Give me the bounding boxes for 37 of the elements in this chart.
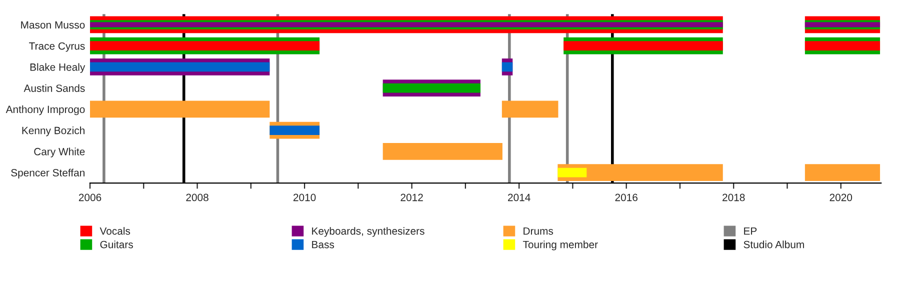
bar	[804, 164, 880, 181]
x-tick-label: 2006	[78, 194, 102, 202]
x-tick-label: 2008	[186, 194, 208, 202]
legend-label: Guitars	[100, 240, 133, 248]
bar	[90, 41, 320, 50]
bar	[804, 41, 880, 50]
bar	[558, 164, 723, 181]
bar	[90, 100, 270, 118]
x-tick-label: 2020	[830, 194, 852, 202]
legend-label: EP	[744, 227, 757, 235]
y-tick-label: Cary White	[34, 148, 85, 158]
bar	[564, 41, 723, 50]
legend-label: Touring member	[522, 240, 598, 250]
y-tick-label: Spencer Steffan	[11, 168, 84, 178]
legend-label: Drums	[524, 227, 554, 235]
bar	[502, 100, 558, 118]
x-tick-label: 2012	[400, 194, 423, 202]
legend-label: Studio Album	[744, 240, 804, 248]
x-tick-label: 2018	[722, 194, 745, 202]
bar	[502, 62, 513, 72]
y-tick-label: Kenny Bozich	[22, 126, 84, 136]
bar	[382, 83, 480, 93]
x-tick-label: 2010	[293, 194, 316, 202]
bar	[90, 62, 270, 72]
x-tick-label: 2014	[508, 194, 530, 202]
bar	[382, 142, 502, 160]
x-tick-label: 2016	[615, 194, 638, 202]
legend-label: Keyboards, synthesizers	[312, 227, 424, 237]
bar	[270, 126, 320, 135]
y-tick-label: Mason Musso	[21, 21, 85, 29]
bar	[558, 168, 587, 178]
y-tick-label: Austin Sands	[24, 84, 85, 92]
y-tick-label: Blake Healy	[30, 63, 86, 73]
y-tick-label: Trace Cyrus	[29, 42, 85, 52]
legend-label: Bass	[312, 240, 334, 248]
y-tick-label: Anthony Improgo	[6, 105, 85, 116]
legend-label: Vocals	[100, 227, 130, 235]
